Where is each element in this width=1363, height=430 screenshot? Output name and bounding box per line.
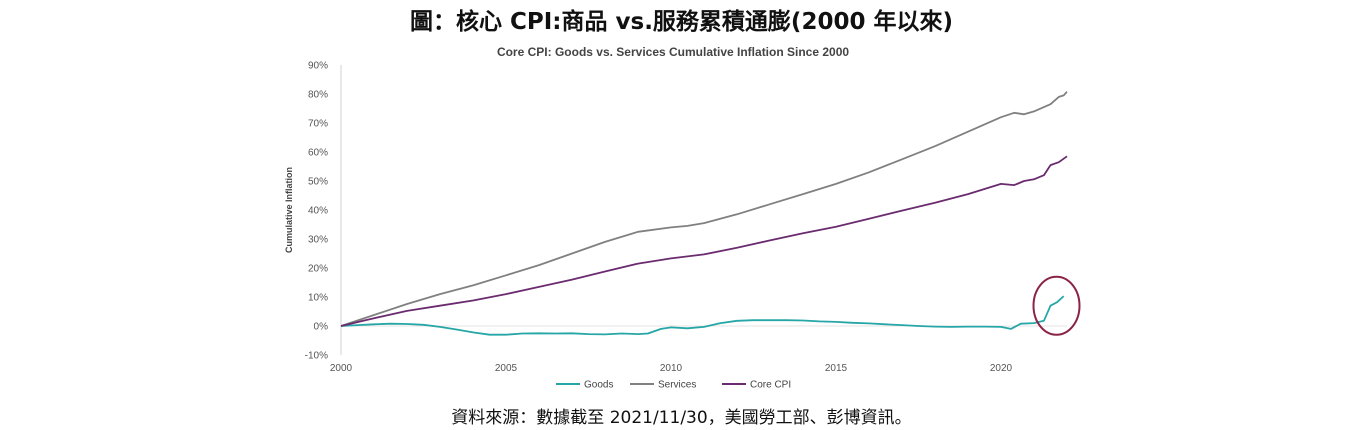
figure-title: 圖：核心 CPI:商品 vs.服務累積通膨(2000 年以來) [410, 9, 953, 35]
x-tick-label: 2010 [660, 363, 683, 374]
series-line-core-cpi [340, 155, 1068, 327]
highlight-circle [1032, 275, 1081, 336]
series-line-goods [340, 295, 1065, 336]
x-tick-label: 2005 [495, 363, 518, 374]
y-tick-label: 60% [308, 148, 328, 159]
y-tick-label: 30% [308, 235, 328, 246]
legend-label: Core CPI [750, 380, 791, 391]
line-chart: Core CPI: Goods vs. Services Cumulative … [284, 45, 1081, 391]
x-tick-label: 2000 [330, 363, 353, 374]
y-tick-label: 40% [308, 206, 328, 217]
source-note: 資料來源：數據截至 2021/11/30，美國勞工部、彭博資訊。 [451, 408, 912, 428]
y-tick-label: -10% [305, 351, 328, 362]
y-tick-label: 10% [308, 293, 328, 304]
y-tick-label: 80% [308, 90, 328, 101]
y-tick-label: 90% [308, 61, 328, 72]
x-tick-label: 2020 [990, 363, 1013, 374]
series-line-services [340, 91, 1068, 327]
legend-label: Goods [584, 380, 613, 391]
y-tick-label: 20% [308, 264, 328, 275]
y-tick-label: 50% [308, 177, 328, 188]
chart-title: Core CPI: Goods vs. Services Cumulative … [497, 45, 849, 59]
y-tick-label: 70% [308, 119, 328, 130]
legend-label: Services [658, 380, 696, 391]
x-tick-label: 2015 [825, 363, 848, 374]
y-axis-label: Cumulative Inflation [284, 167, 294, 253]
y-tick-label: 0% [314, 322, 329, 333]
